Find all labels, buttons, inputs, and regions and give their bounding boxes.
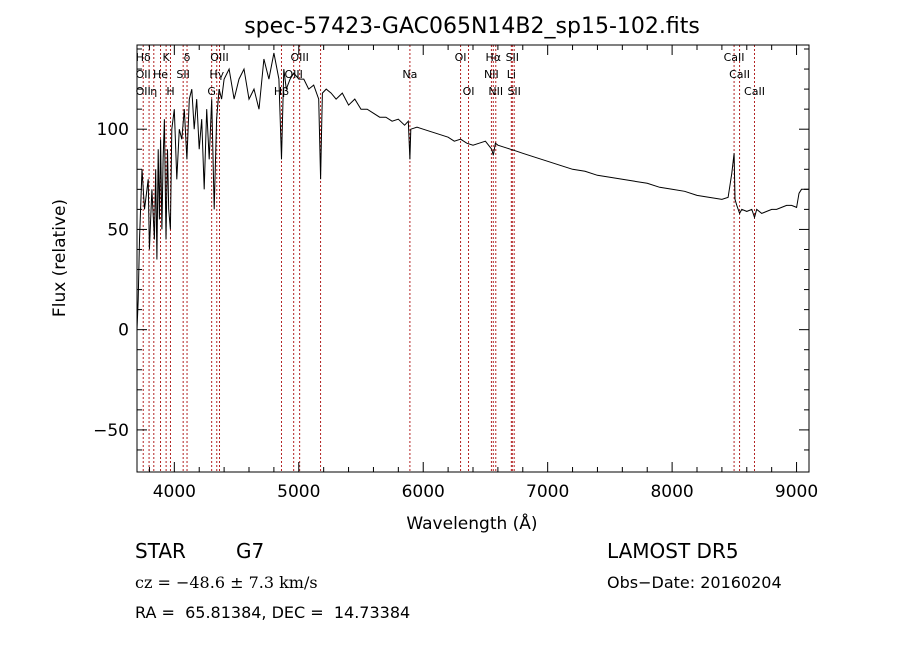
line-label: OI	[463, 85, 475, 98]
line-label: OII	[136, 85, 151, 98]
line-label: Hβ	[274, 85, 289, 98]
redshift-velocity: cz = −48.6 ± 7.3 km/s	[135, 573, 318, 592]
x-tick-label: 9000	[775, 482, 818, 502]
x-tick-label: 4000	[153, 482, 196, 502]
line-label: He	[153, 68, 168, 81]
line-label: SII	[176, 68, 189, 81]
line-label: NII	[488, 85, 503, 98]
x-axis: 4000 5000 6000 7000 8000 9000	[148, 45, 818, 502]
line-label: Hδ	[136, 51, 151, 64]
object-class: STAR	[135, 539, 186, 563]
y-axis-label: Flux (relative)	[50, 199, 70, 317]
line-label: SII	[506, 51, 519, 64]
x-tick-label: 5000	[277, 482, 320, 502]
line-label: H	[166, 85, 174, 98]
survey-name: LAMOST DR5	[607, 539, 739, 563]
object-subclass: G7	[236, 539, 265, 563]
x-axis-label: Wavelength (Å)	[406, 512, 537, 534]
x-tick-label: 8000	[650, 482, 693, 502]
line-label: Hγ	[209, 68, 224, 81]
line-label: CaII	[744, 85, 765, 98]
line-label: Na	[402, 68, 417, 81]
y-tick-label: 50	[107, 220, 129, 240]
plot-frame	[136, 44, 810, 473]
observation-date: Obs−Date: 20160204	[607, 573, 782, 592]
line-label: SII	[507, 85, 520, 98]
line-label: η	[150, 85, 157, 98]
line-label: OI	[455, 51, 467, 64]
x-tick-label: 7000	[526, 482, 569, 502]
y-tick-label: −50	[93, 421, 129, 441]
line-label: δ	[184, 51, 191, 64]
line-label: G	[207, 85, 216, 98]
spectrum-line	[136, 52, 810, 330]
line-label: Hα	[486, 51, 502, 64]
line-label: K	[163, 51, 171, 64]
x-tick-label: 6000	[402, 482, 445, 502]
line-label: NII	[484, 68, 499, 81]
y-tick-label: 100	[97, 120, 129, 140]
line-label: OIII	[210, 51, 228, 64]
chart-title: spec-57423-GAC065N14B2_sp15-102.fits	[244, 14, 700, 39]
line-label: CaII	[729, 68, 750, 81]
line-marker-group	[142, 45, 755, 472]
line-label: OIII	[290, 51, 308, 64]
line-label: Li	[507, 68, 516, 81]
sky-coordinates: RA = 65.81384, DEC = 14.73384	[135, 603, 411, 622]
y-tick-label: 0	[118, 321, 129, 341]
line-label: CaII	[724, 51, 745, 64]
line-label: OII	[136, 68, 151, 81]
y-axis: −50 0 50 100	[93, 48, 809, 451]
